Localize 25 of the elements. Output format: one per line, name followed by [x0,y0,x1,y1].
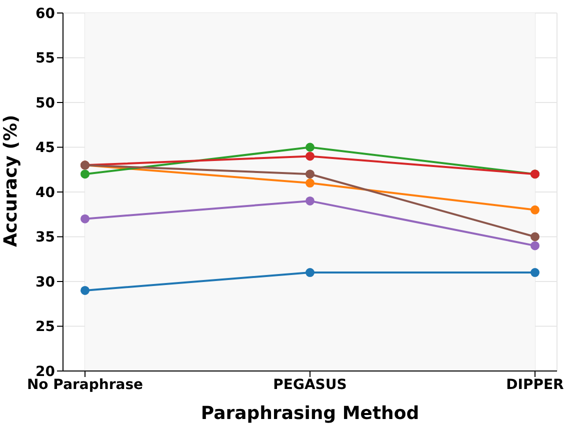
point [80,170,90,179]
point [530,205,540,214]
point [306,178,314,188]
point [80,286,90,295]
y-tick-label: 30 [36,274,56,290]
y-tick-label: 50 [36,95,56,112]
point [306,196,314,206]
y-tick-label: 45 [36,140,55,156]
y-tick-label: 25 [36,319,55,336]
point [530,268,540,278]
point [80,214,90,224]
y-tick-label: 35 [36,230,55,246]
point [306,170,314,179]
point [306,142,314,152]
point [530,241,540,250]
y-axis-title: Accuracy (%) [0,114,22,247]
y-tick-label: 40 [36,184,56,201]
point [306,152,314,161]
x-tick-label: PEGASUS [273,376,347,393]
y-tick-label: 60 [36,6,56,22]
point [530,232,540,242]
y-tick-label: 55 [36,50,55,67]
x-tick-label: DIPPER [506,376,564,393]
x-axis-title: Paraphrasing Method [200,403,420,424]
point [306,268,314,278]
